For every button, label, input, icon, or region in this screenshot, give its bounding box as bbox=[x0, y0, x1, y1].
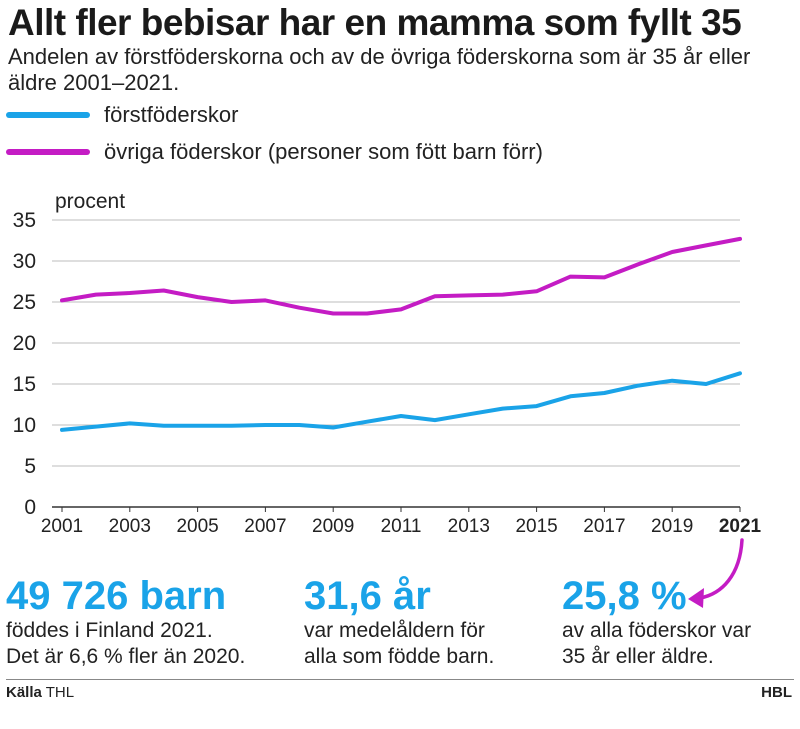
y-tick-label: 35 bbox=[13, 209, 36, 232]
x-axis-ticks: 2001 2003 2005 2007 2009 2011 2013 2015 2017 2019… bbox=[41, 507, 762, 537]
x-tick-label: 2015 bbox=[515, 516, 557, 537]
stat-births-line1: föddes i Finland 2021. bbox=[6, 619, 213, 642]
y-tick-label: 5 bbox=[24, 455, 36, 478]
y-tick-label: 25 bbox=[13, 291, 36, 314]
stat-mean-age-line1: var medelåldern för bbox=[304, 619, 485, 642]
footer-divider bbox=[6, 679, 794, 680]
series-line-other-mothers bbox=[60, 236, 742, 316]
legend-item-first-time-mothers: förstföderskor bbox=[6, 100, 239, 130]
x-tick-label: 2001 bbox=[41, 516, 83, 537]
stat-births-line2: Det är 6,6 % fler än 2020. bbox=[6, 645, 246, 668]
stat-mean-age-line2: alla som födde barn. bbox=[304, 645, 495, 668]
x-tick-label: 2009 bbox=[312, 516, 354, 537]
stat-share-35: 25,8 % av alla föderskor var 35 år eller… bbox=[562, 574, 751, 670]
x-tick-label: 2019 bbox=[651, 516, 693, 537]
x-tick-label: 2003 bbox=[109, 516, 151, 537]
x-tick-label: 2011 bbox=[381, 516, 422, 537]
x-tick-label: 2021 bbox=[719, 516, 762, 537]
x-tick-label: 2005 bbox=[176, 516, 218, 537]
stat-share-35-value: 25,8 % bbox=[562, 574, 687, 618]
legend-swatch-blue bbox=[6, 112, 90, 118]
y-tick-label: 20 bbox=[13, 332, 36, 355]
x-tick-label: 2013 bbox=[448, 516, 490, 537]
chart-subtitle: Andelen av förstföderskorna och av de öv… bbox=[8, 44, 751, 95]
legend-label: övriga föderskor (personer som fött barn… bbox=[104, 139, 543, 164]
source-label: Källa bbox=[6, 684, 42, 701]
y-axis-label: procent bbox=[55, 190, 125, 213]
stat-share-35-line1: av alla föderskor var bbox=[562, 619, 752, 642]
stat-births: 49 726 barn föddes i Finland 2021. Det ä… bbox=[6, 574, 245, 670]
series-lines bbox=[60, 236, 742, 432]
source-note: Källa THL bbox=[6, 684, 74, 701]
stat-births-value: 49 726 barn bbox=[6, 574, 227, 618]
brand-logo: HBL bbox=[761, 684, 792, 701]
chart-title: Allt fler bebisar har en mamma som fyllt… bbox=[8, 2, 742, 43]
stat-mean-age-value: 31,6 år bbox=[304, 574, 431, 618]
y-tick-label: 30 bbox=[13, 250, 36, 273]
stat-mean-age: 31,6 år var medelåldern för alla som föd… bbox=[304, 574, 494, 670]
series-line-first-time-mothers bbox=[60, 371, 742, 432]
x-tick-label: 2007 bbox=[244, 516, 286, 537]
x-tick-label: 2017 bbox=[583, 516, 625, 537]
y-tick-label: 0 bbox=[24, 496, 36, 519]
y-tick-label: 10 bbox=[13, 414, 36, 437]
legend-swatch-magenta bbox=[6, 149, 90, 155]
legend-item-other-mothers: övriga föderskor (personer som fött barn… bbox=[6, 137, 543, 167]
stat-share-35-line2: 35 år eller äldre. bbox=[562, 645, 714, 668]
y-axis-ticks: 0 5 10 15 20 25 30 35 bbox=[13, 209, 36, 519]
y-tick-label: 15 bbox=[13, 373, 36, 396]
source-value: THL bbox=[45, 684, 75, 701]
legend-label: förstföderskor bbox=[104, 102, 239, 127]
